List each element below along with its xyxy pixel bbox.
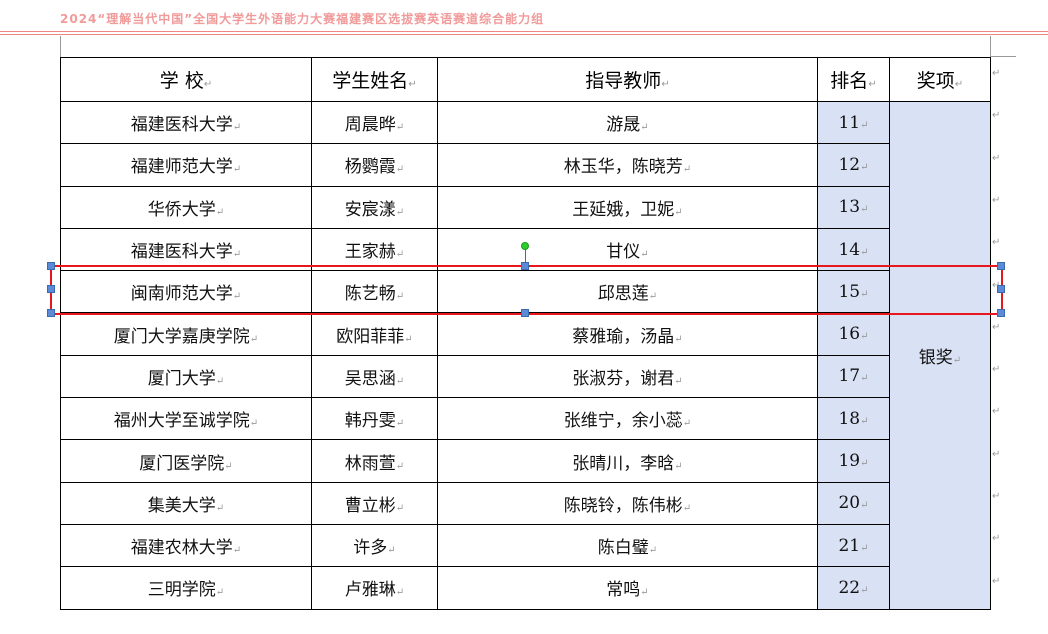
school-cell: 厦门大学嘉庚学院↵ xyxy=(60,312,312,356)
teacher-cell: 游晟↵ xyxy=(437,100,818,145)
table-row: 福州大学至诚学院↵ 韩丹雯↵ 张维宁，余小蕊↵ 18↵ xyxy=(60,397,991,441)
school-cell: 闽南师范大学↵ xyxy=(60,270,312,314)
row-end-mark: ↵ xyxy=(992,152,1001,164)
student-cell: 许多↵ xyxy=(311,523,438,568)
resize-handle[interactable] xyxy=(47,285,55,293)
rank-cell: 17↵ xyxy=(817,354,890,399)
school-cell: 三明学院↵ xyxy=(60,566,312,610)
teacher-cell: 林玉华，陈晓芳↵ xyxy=(437,143,818,187)
row-end-mark: ↵ xyxy=(992,68,1001,79)
teacher-cell: 邱思莲↵ xyxy=(437,270,818,314)
school-cell: 厦门大学↵ xyxy=(60,354,312,399)
teacher-cell: 张维宁，余小蕊↵ xyxy=(437,397,818,441)
rank-cell: 18↵ xyxy=(817,397,890,441)
row-end-mark: ↵ xyxy=(992,533,1001,545)
teacher-cell: 陈白璧↵ xyxy=(437,523,818,568)
document-header: 2024“理解当代中国”全国大学生外语能力大赛福建赛区选拔赛英语赛道综合能力组 xyxy=(60,12,545,26)
row-end-mark: ↵ xyxy=(992,364,1001,376)
resize-handle[interactable] xyxy=(521,262,529,270)
row-end-mark: ↵ xyxy=(992,110,1001,122)
school-cell: 集美大学↵ xyxy=(60,481,312,525)
header-rule xyxy=(0,34,1048,35)
row-end-mark: ↵ xyxy=(992,448,1001,460)
rotate-stem xyxy=(525,249,526,263)
selected-row-outline[interactable] xyxy=(50,265,1003,315)
school-cell: 华侨大学↵ xyxy=(60,185,312,229)
row-end-mark: ↵ xyxy=(992,194,1001,206)
student-cell: 卢雅琳↵ xyxy=(311,566,438,610)
column-header: 学 校↵ xyxy=(60,57,312,102)
award-cell: 银奖↵ xyxy=(889,101,991,610)
teacher-cell: 陈晓铃，陈伟彬↵ xyxy=(437,481,818,525)
column-header: 指导教师↵ xyxy=(437,57,818,102)
student-cell: 林雨萱↵ xyxy=(311,439,438,483)
student-cell: 陈艺畅↵ xyxy=(311,270,438,314)
student-cell: 周晨晔↵ xyxy=(311,100,438,145)
school-cell: 福建医科大学↵ xyxy=(60,100,312,145)
margin-mark xyxy=(60,36,61,57)
teacher-cell: 蔡雅瑜，汤晶↵ xyxy=(437,312,818,356)
margin-mark xyxy=(990,36,991,57)
student-cell: 吴思涵↵ xyxy=(311,354,438,399)
row-end-mark: ↵ xyxy=(992,321,1001,333)
student-cell: 王家赫↵ xyxy=(311,227,438,272)
rank-cell: 21↵ xyxy=(817,523,890,568)
resize-handle[interactable] xyxy=(997,285,1005,293)
school-cell: 福建农林大学↵ xyxy=(60,523,312,568)
table-row: 集美大学↵ 曹立彬↵ 陈晓铃，陈伟彬↵ 20↵ xyxy=(60,481,991,525)
teacher-cell: 张晴川，李晗↵ xyxy=(437,439,818,483)
table-row: 闽南师范大学↵ 陈艺畅↵ 邱思莲↵ 15↵ xyxy=(60,270,991,314)
row-end-mark: ↵ xyxy=(992,575,1001,587)
rank-cell: 19↵ xyxy=(817,439,890,483)
school-cell: 福州大学至诚学院↵ xyxy=(60,397,312,441)
student-cell: 安宸漾↵ xyxy=(311,185,438,229)
rank-cell: 20↵ xyxy=(817,481,890,525)
resize-handle[interactable] xyxy=(47,262,55,270)
school-cell: 福建医科大学↵ xyxy=(60,227,312,272)
school-cell: 厦门医学院↵ xyxy=(60,439,312,483)
row-end-mark: ↵ xyxy=(992,491,1001,502)
resize-handle[interactable] xyxy=(997,262,1005,270)
teacher-cell: 王延娥，卫妮↵ xyxy=(437,185,818,229)
rank-cell: 11↵ xyxy=(817,100,890,145)
header-rule xyxy=(0,31,1048,32)
table-row: 厦门大学↵ 吴思涵↵ 张淑芬，谢君↵ 17↵ xyxy=(60,354,991,399)
column-header: 学生姓名↵ xyxy=(311,57,438,102)
rank-cell: 12↵ xyxy=(817,143,890,187)
column-header: 奖项↵ xyxy=(889,57,991,102)
table-row: 福建农林大学↵ 许多↵ 陈白璧↵ 21↵ xyxy=(60,523,991,568)
student-cell: 韩丹雯↵ xyxy=(311,397,438,441)
row-end-mark: ↵ xyxy=(992,237,1001,249)
margin-mark xyxy=(990,56,1016,57)
table-row: 三明学院↵ 卢雅琳↵ 常鸣↵ 22↵ xyxy=(60,566,991,610)
resize-handle[interactable] xyxy=(521,309,529,317)
table-row: 福建医科大学↵ 周晨晔↵ 游晟↵ 11↵ 银奖↵ xyxy=(60,100,991,610)
rotate-handle[interactable] xyxy=(521,242,529,250)
rank-cell: 22↵ xyxy=(817,566,890,610)
teacher-cell: 张淑芬，谢君↵ xyxy=(437,354,818,399)
table-row: 厦门医学院↵ 林雨萱↵ 张晴川，李晗↵ 19↵ xyxy=(60,439,991,483)
resize-handle[interactable] xyxy=(47,309,55,317)
school-cell: 福建师范大学↵ xyxy=(60,143,312,187)
teacher-cell: 常鸣↵ xyxy=(437,566,818,610)
table-row: 厦门大学嘉庚学院↵ 欧阳菲菲↵ 蔡雅瑜，汤晶↵ 16↵ xyxy=(60,312,991,356)
student-cell: 欧阳菲菲↵ xyxy=(311,312,438,356)
rank-cell: 13↵ xyxy=(817,185,890,229)
results-table: 学 校↵ 学生姓名↵ 指导教师↵ 排名↵ 奖项↵ 福建医科大学↵ 周晨晔↵ 游晟↵ 11↵ 银奖… xyxy=(60,57,991,610)
table-row: 华侨大学↵ 安宸漾↵ 王延娥，卫妮↵ 13↵ xyxy=(60,185,991,229)
column-header: 排名↵ xyxy=(817,57,890,102)
row-end-mark: ↵ xyxy=(992,279,1001,291)
student-cell: 杨鹦霞↵ xyxy=(311,143,438,187)
resize-handle[interactable] xyxy=(997,309,1005,317)
rank-cell: 15↵ xyxy=(817,270,890,314)
rank-cell: 16↵ xyxy=(817,312,890,356)
table-row: 福建师范大学↵ 杨鹦霞↵ 林玉华，陈晓芳↵ 12↵ xyxy=(60,143,991,187)
row-end-mark: ↵ xyxy=(992,406,1001,418)
student-cell: 曹立彬↵ xyxy=(311,481,438,525)
